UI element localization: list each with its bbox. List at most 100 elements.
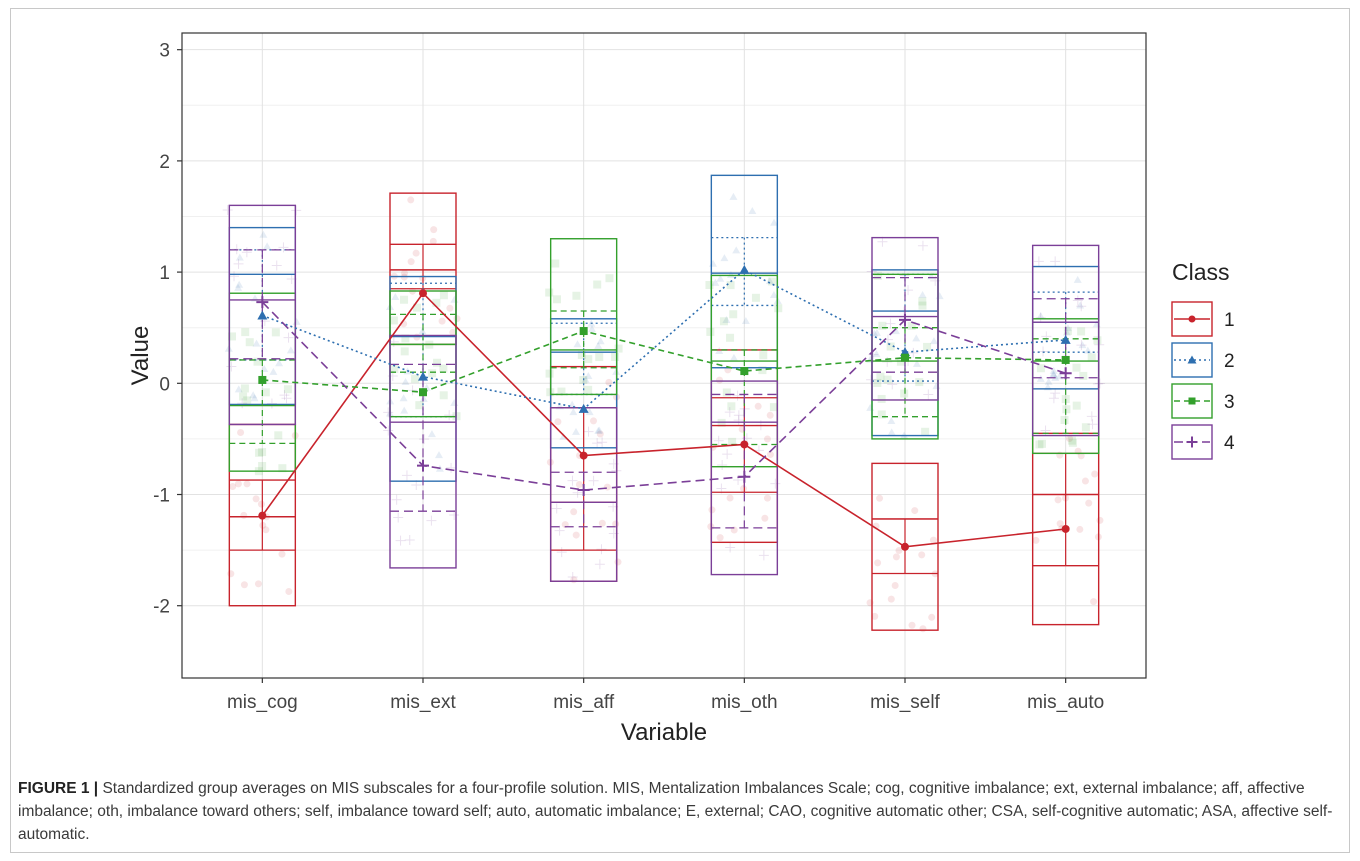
- series-markers: [256, 265, 1071, 551]
- observation-point: [285, 588, 292, 595]
- observation-point: [241, 328, 249, 336]
- observation-point: [764, 495, 771, 502]
- observation-point: [407, 196, 414, 203]
- observation-point: [768, 278, 776, 286]
- observation-point: [402, 470, 412, 480]
- observation-point: [446, 463, 456, 473]
- observation-point: [569, 408, 577, 415]
- observation-point: [729, 193, 737, 200]
- mean-point: [258, 512, 266, 520]
- observation-point: [573, 532, 580, 539]
- observation-point: [284, 333, 294, 343]
- observation-point: [1076, 526, 1083, 533]
- observation-point: [729, 310, 737, 318]
- observation-point: [572, 428, 580, 435]
- mean-point: [419, 289, 427, 297]
- legend-key-marker: [1189, 316, 1196, 323]
- x-tick-label: mis_cog: [227, 692, 298, 713]
- observation-point: [400, 394, 408, 401]
- observation-point: [291, 205, 301, 215]
- y-tick-label: -1: [153, 486, 170, 507]
- observation-point: [430, 226, 437, 233]
- observation-point: [759, 550, 769, 560]
- observation-point: [439, 318, 446, 325]
- observation-point: [706, 328, 714, 336]
- observation-point: [1050, 388, 1060, 398]
- observation-point: [1032, 537, 1039, 544]
- observation-point: [258, 501, 265, 508]
- observation-point: [725, 542, 735, 552]
- observation-point: [595, 353, 603, 361]
- mean-point: [419, 388, 427, 396]
- observation-point: [554, 418, 561, 425]
- x-tick-label: mis_aff: [553, 692, 615, 713]
- observation-point: [235, 480, 242, 487]
- observation-point: [260, 365, 268, 372]
- observation-point: [572, 292, 580, 300]
- class-boxes: [229, 175, 1098, 630]
- observation-point: [1085, 500, 1092, 507]
- observation-point: [453, 315, 460, 322]
- observation-point: [274, 431, 282, 439]
- observation-point: [748, 207, 756, 214]
- mean-point: [740, 367, 748, 375]
- mean-point: [1062, 356, 1070, 364]
- observation-point: [716, 377, 723, 384]
- observation-point: [391, 293, 399, 300]
- observation-point: [235, 281, 243, 288]
- observation-point: [884, 376, 892, 384]
- observation-point: [1093, 336, 1101, 344]
- mean-point: [580, 327, 588, 335]
- observation-point: [253, 340, 261, 347]
- observation-point: [1091, 471, 1098, 478]
- observation-point: [1062, 405, 1070, 413]
- mean-point: [739, 265, 749, 274]
- mean-point: [418, 372, 428, 381]
- series-lines: [262, 270, 1065, 547]
- grid: [182, 33, 1146, 678]
- observation-point: [450, 296, 458, 303]
- caption-label: FIGURE 1 |: [18, 780, 98, 797]
- legend-label: 4: [1224, 433, 1235, 454]
- mean-point: [258, 376, 266, 384]
- observation-point: [255, 580, 262, 587]
- legend-label: 1: [1224, 310, 1235, 331]
- observation-point: [237, 429, 244, 436]
- observation-point: [262, 526, 269, 533]
- observation-point: [726, 334, 734, 342]
- observation-point: [1073, 364, 1081, 372]
- observation-point: [1034, 256, 1044, 266]
- observation-point: [402, 378, 410, 385]
- observation-point: [915, 378, 923, 386]
- observation-point: [263, 242, 271, 249]
- observation-point: [1073, 402, 1081, 410]
- observation-point: [893, 553, 900, 560]
- mean-point: [580, 452, 588, 460]
- observation-point: [892, 582, 899, 589]
- observation-point: [553, 295, 561, 303]
- observation-point: [874, 559, 881, 566]
- observation-point: [576, 481, 583, 488]
- observation-point: [267, 398, 277, 408]
- legend-title: Class: [1172, 259, 1230, 285]
- observation-point: [236, 254, 244, 261]
- observation-point: [918, 241, 928, 251]
- observation-point: [732, 246, 740, 253]
- observation-point: [415, 401, 423, 409]
- observation-point: [408, 258, 415, 265]
- observation-point: [1041, 331, 1051, 341]
- observation-point: [593, 281, 601, 289]
- observation-point: [876, 495, 883, 502]
- legend: Class 1234: [1172, 259, 1235, 459]
- observation-point: [928, 614, 935, 621]
- observation-point: [246, 338, 254, 346]
- observation-point: [1096, 517, 1103, 524]
- observation-point: [599, 520, 606, 527]
- observation-point: [439, 364, 447, 372]
- observation-point: [405, 535, 415, 545]
- observation-point: [900, 390, 908, 398]
- observation-point: [392, 495, 402, 505]
- observation-point: [1064, 327, 1072, 335]
- observation-point: [866, 404, 874, 411]
